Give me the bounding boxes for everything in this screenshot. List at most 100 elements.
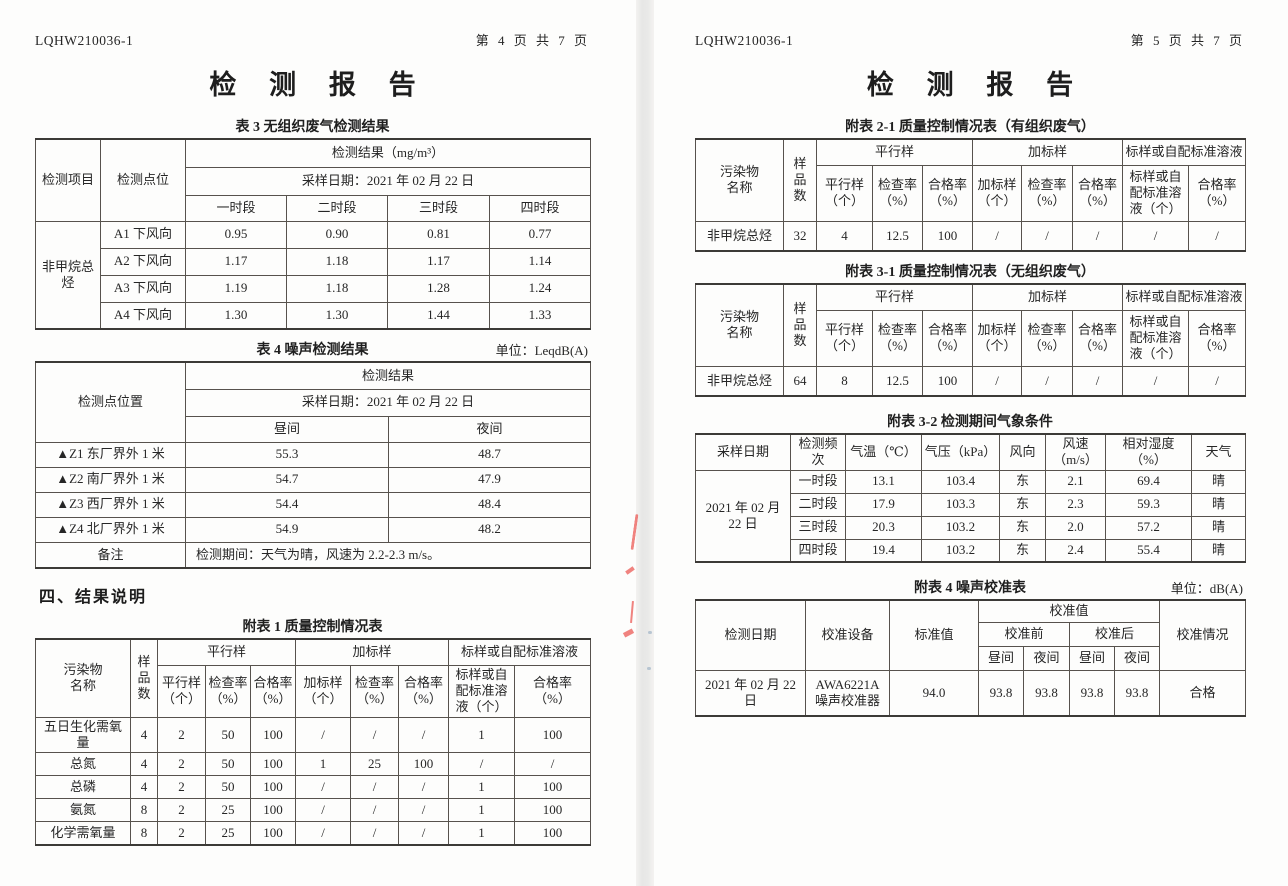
remark-text: 检测期间：天气为晴，风速为 2.2-2.3 m/s。: [184, 541, 592, 569]
value-cell: 93.8: [1069, 669, 1115, 717]
page-number: 第 5 页 共 7 页: [1130, 33, 1245, 48]
period-header: 一时段: [185, 194, 287, 222]
table3-caption-row: 表 3 无组织废气检测结果: [35, 116, 590, 135]
value-cell: 100: [250, 821, 296, 845]
table-row: 2021 年 02 月 22 日 AWA6221A 噪声校准器 94.0 93.…: [695, 669, 1247, 717]
scan-speck: [648, 631, 652, 634]
group-header-parallel: 平行样: [816, 283, 973, 311]
value-cell: 100: [513, 775, 592, 799]
value-cell: 晴: [1191, 538, 1246, 563]
value-cell: 4: [816, 220, 873, 252]
value-cell: 100: [250, 752, 296, 776]
value-cell: /: [350, 821, 399, 845]
page-binding-seam: [636, 0, 654, 886]
value-cell: 100: [513, 716, 592, 753]
calibration-unit: 单位：dB(A): [1170, 581, 1243, 596]
column-header: 采样日期: [695, 433, 791, 471]
value-cell: /: [1021, 365, 1073, 397]
scan-speck: [647, 667, 651, 670]
table3-caption: 表 3 无组织废气检测结果: [235, 120, 390, 135]
value-cell: 2.0: [1045, 515, 1106, 540]
point-cell: ▲Z3 西厂界外 1 米: [35, 491, 186, 518]
value-cell: /: [513, 752, 592, 776]
value-cell: 0.77: [488, 220, 592, 249]
day-header: 昼间: [1069, 645, 1115, 671]
value-cell: 2: [157, 752, 206, 776]
value-cell: 50: [205, 775, 251, 799]
point-cell: A3 下风向: [100, 274, 186, 303]
value-cell: 2.3: [1045, 492, 1106, 517]
qc21-caption-row: 附表 2-1 质量控制情况表（有组织废气）: [695, 116, 1245, 135]
value-cell: 4: [130, 752, 158, 776]
table-row: 非甲烷总烃 32 4 12.5 100 / / / / /: [695, 220, 1247, 252]
group-header-parallel: 平行样: [816, 138, 973, 166]
value-cell: 32: [783, 220, 817, 252]
table-header-row: 一时段 二时段 三时段 四时段: [36, 194, 592, 222]
table-row: ▲Z2 南厂界外 1 米 54.7 47.9: [35, 466, 592, 493]
table-header-row: 采样日期 检测频次 气温（℃） 气压（kPa） 风向 风速（m/s） 相对湿度（…: [695, 433, 1246, 471]
value-cell: 12.5: [872, 220, 923, 252]
value-cell: /: [972, 220, 1022, 252]
value-cell: /: [295, 716, 351, 753]
column-header-pollutant: 污染物 名称: [35, 638, 131, 718]
group-header-standard: 标样或自配标准溶液: [447, 638, 592, 666]
value-cell: 64: [783, 365, 817, 397]
value-cell: /: [1122, 220, 1189, 252]
value-cell: 1.30: [286, 301, 388, 330]
value-cell: 1: [448, 798, 515, 822]
column-header: 平行样 （个）: [157, 664, 206, 718]
period-cell: 二时段: [790, 492, 846, 517]
value-cell: 1.28: [387, 274, 490, 303]
table-header-row: 平行样 （个） 检查率 （%） 合格率 （%） 加标样 （个） 检查率 （%） …: [696, 309, 1247, 367]
night-header: 夜间: [1113, 645, 1161, 671]
qc21-caption: 附表 2-1 质量控制情况表（有组织废气）: [845, 120, 1095, 135]
page-header: LQHW210036-1 第 5 页 共 7 页: [695, 30, 1245, 49]
table-row: A4 下风向 1.30 1.30 1.44 1.33: [36, 301, 592, 330]
value-cell: 103.4: [921, 469, 1000, 494]
value-cell: /: [398, 716, 449, 753]
value-cell: 103.2: [921, 515, 1000, 540]
scanned-page-5: LQHW210036-1 第 5 页 共 7 页 检 测 报 告 附表 2-1 …: [654, 0, 1288, 886]
qc31-caption-row: 附表 3-1 质量控制情况表（无组织废气）: [695, 261, 1245, 280]
column-header: 平行样 （个）: [816, 164, 873, 222]
value-cell: 1.18: [286, 247, 388, 276]
sample-date-cell: 2021 年 02 月 22 日: [695, 469, 791, 563]
column-header: 气温（℃）: [845, 433, 922, 471]
value-cell: /: [398, 798, 449, 822]
value-cell: 69.4: [1105, 469, 1192, 494]
value-cell: /: [1072, 220, 1123, 252]
value-cell: 48.7: [387, 441, 592, 468]
point-cell: ▲Z4 北厂界外 1 米: [35, 516, 186, 543]
value-cell: 100: [250, 716, 296, 753]
value-cell: 8: [130, 821, 158, 845]
value-cell: 1.18: [286, 274, 388, 303]
device-cell: AWA6221A 噪声校准器: [805, 669, 890, 717]
column-header: 标样或自 配标准溶 液（个）: [1122, 309, 1189, 367]
table4-unit: 单位：LeqdB(A): [495, 343, 588, 358]
table3-fugitive-gas-results: 检测项目 检测点位 检测结果（mg/m³） 采样日期：2021 年 02 月 2…: [35, 138, 592, 330]
value-cell: /: [295, 798, 351, 822]
table-header-row: 污染物 名称 样 品 数 平行样 加标样 标样或自配标准溶液: [35, 638, 592, 718]
column-header: 风向: [999, 433, 1046, 471]
report-title: 检 测 报 告: [866, 70, 1087, 100]
report-number: LQHW210036-1: [695, 33, 794, 48]
remark-label: 备注: [35, 541, 186, 569]
sample-date-cell: 采样日期：2021 年 02 月 22 日: [184, 388, 592, 417]
table-row: 四时段 19.4 103.2 东 2.4 55.4 晴: [696, 538, 1246, 563]
value-cell: 93.8: [1113, 669, 1161, 717]
point-cell: ▲Z1 东厂界外 1 米: [35, 441, 186, 468]
table-header-row: 污染物 名称 样 品 数 平行样 加标样 标样或自配标准溶液: [695, 138, 1247, 222]
weather-conditions-table: 采样日期 检测频次 气温（℃） 气压（kPa） 风向 风速（m/s） 相对湿度（…: [695, 433, 1246, 563]
value-cell: 13.1: [845, 469, 922, 494]
value-cell: /: [1187, 365, 1247, 397]
group-header-spike: 加标样: [972, 283, 1123, 311]
value-cell: 4: [130, 775, 158, 799]
value-cell: 100: [250, 798, 296, 822]
table-row: A3 下风向 1.19 1.18 1.28 1.24: [36, 274, 592, 303]
report-title: 检 测 报 告: [209, 70, 429, 100]
value-cell: 1.14: [488, 247, 592, 276]
value-cell: 8: [816, 365, 873, 397]
value-cell: 晴: [1191, 515, 1246, 540]
group-header-spike: 加标样: [295, 638, 449, 666]
value-cell: 2: [157, 716, 206, 753]
